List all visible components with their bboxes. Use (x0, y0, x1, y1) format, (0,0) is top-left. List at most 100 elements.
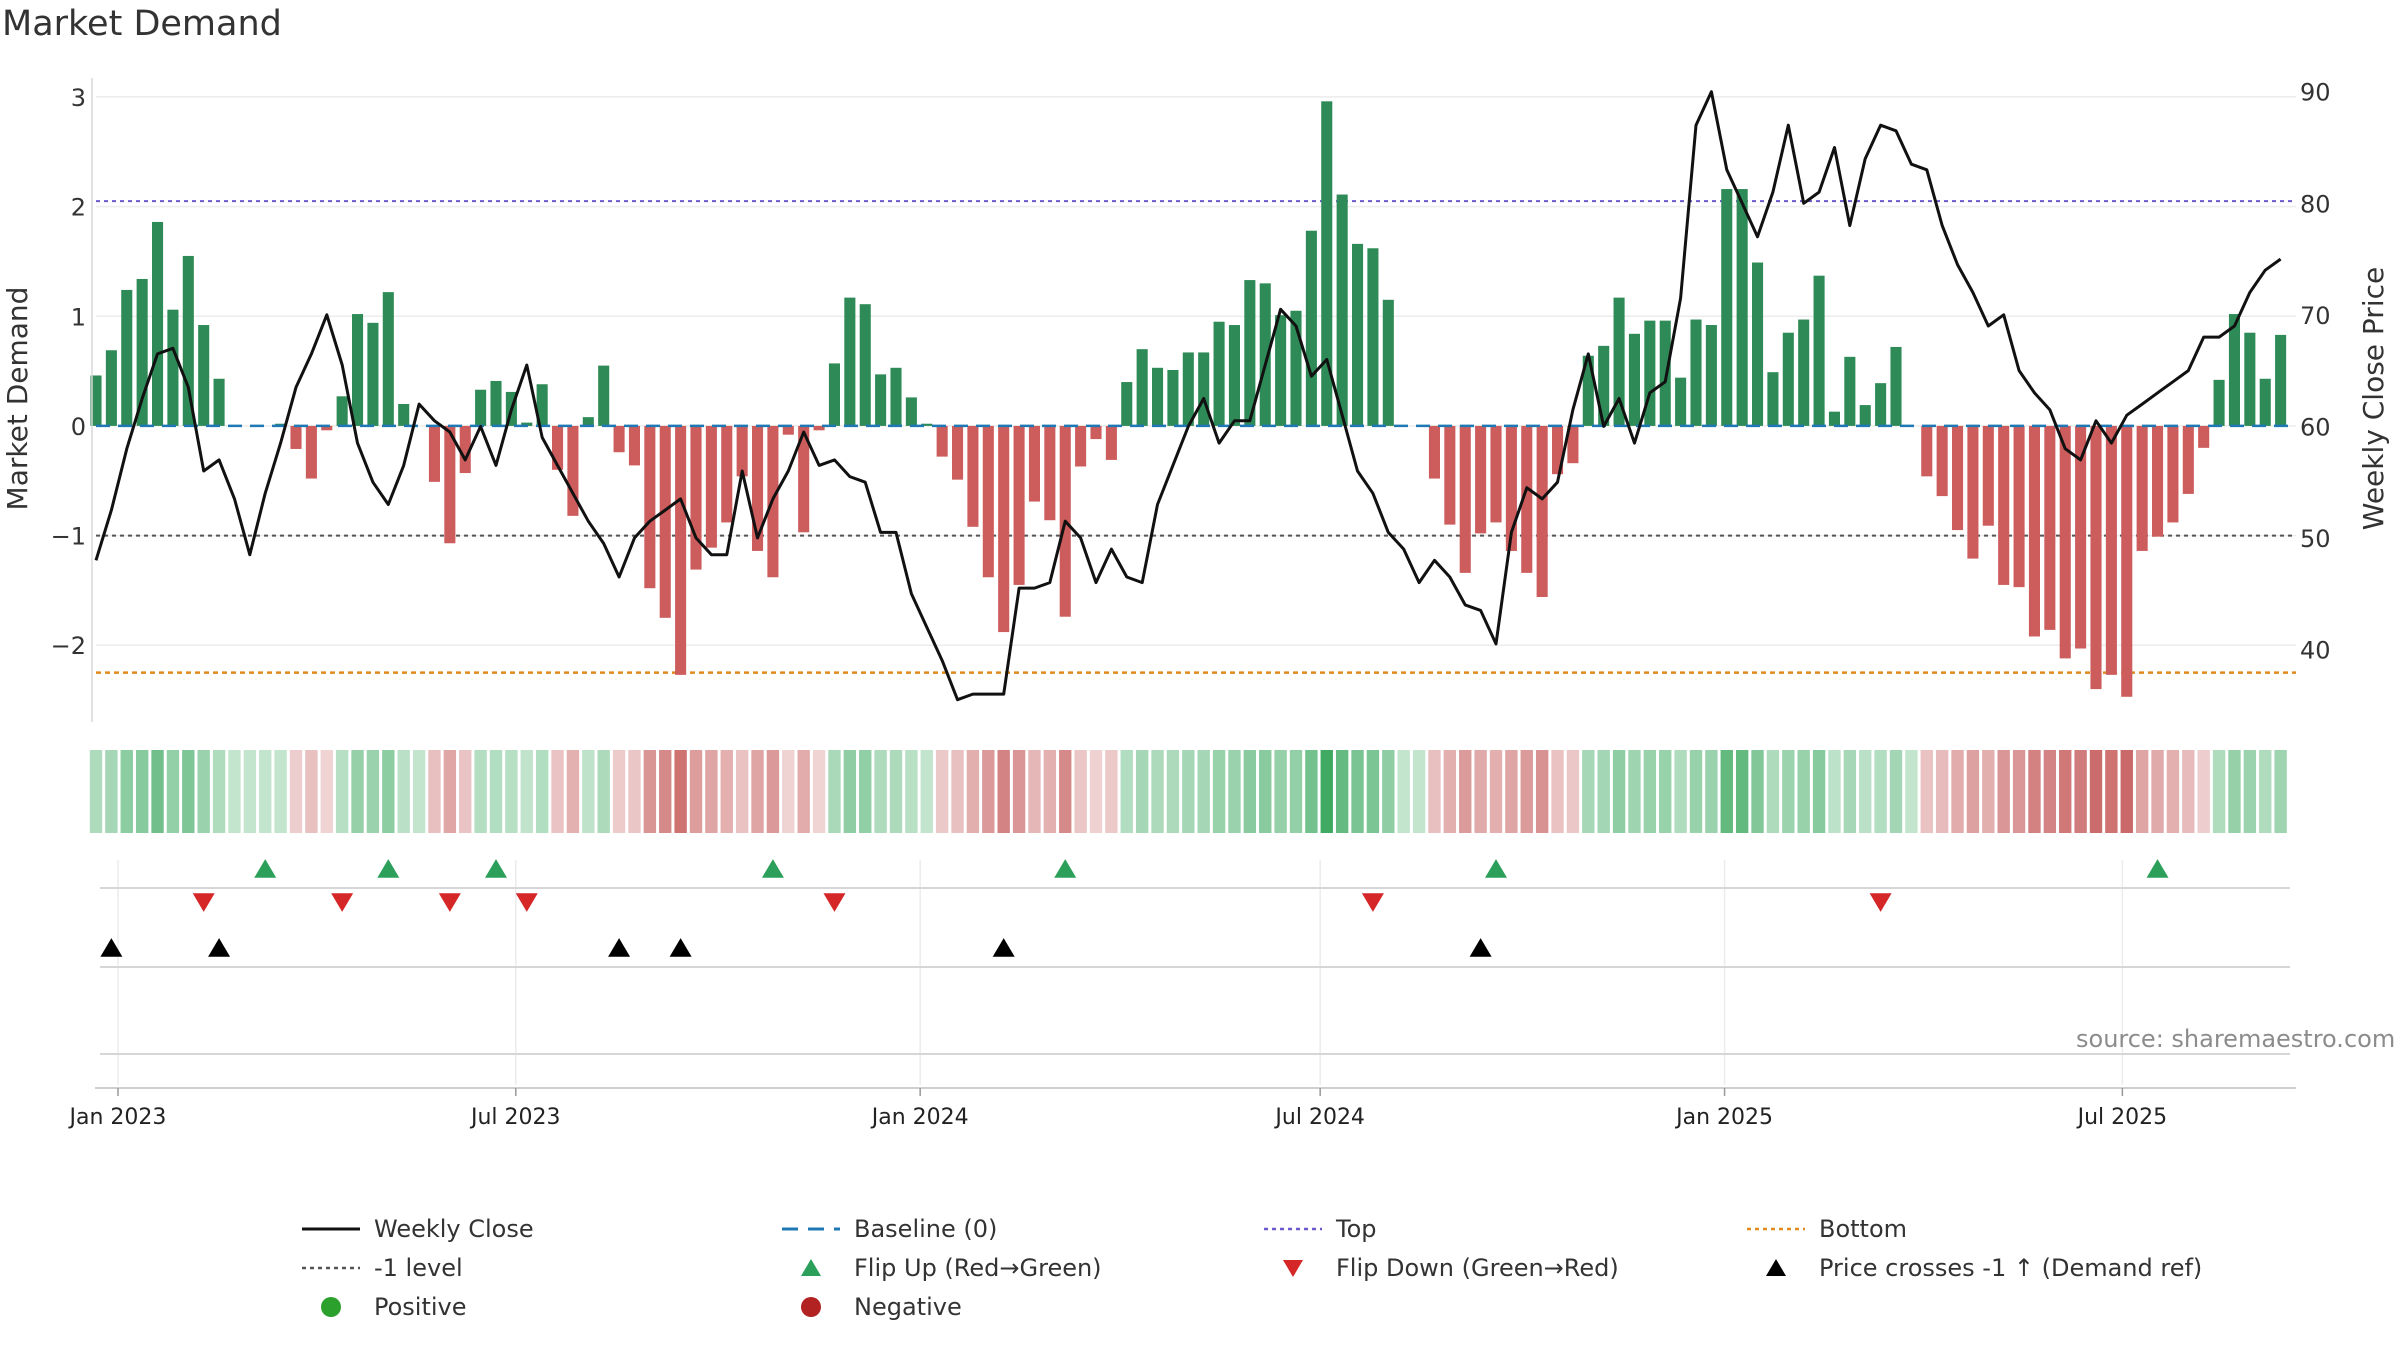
dotted-line-icon (302, 1266, 360, 1270)
positive-bar (1275, 315, 1287, 426)
heat-cell (1212, 750, 1226, 833)
negative-bar (1090, 425, 1102, 440)
y2-tick-label: 80 (2300, 190, 2331, 218)
positive-bar (1798, 319, 1810, 426)
heat-cell (120, 750, 133, 833)
positive-bar (2213, 379, 2225, 426)
positive-bar (2275, 334, 2287, 426)
heat-cell (1551, 750, 1564, 833)
positive-bar (367, 322, 379, 426)
positive-bar (1152, 367, 1164, 426)
heat-cell (705, 750, 718, 833)
heat-cell (505, 750, 518, 833)
legend-item: Bottom (1745, 1210, 1907, 1248)
heat-cell (1566, 750, 1580, 833)
heat-cell (428, 750, 441, 833)
x-tick-label: Jan 2024 (870, 1105, 969, 1130)
heat-strip (89, 750, 2287, 833)
positive-bar (198, 325, 210, 426)
legend-label: Flip Up (Red→Green) (854, 1254, 1102, 1282)
heat-cell (1997, 750, 2010, 833)
heat-cell (920, 750, 933, 833)
price-cross-marker (669, 938, 692, 957)
heat-cell (597, 750, 610, 833)
heat-cell (1782, 750, 1795, 833)
heat-cell (1074, 750, 1087, 833)
circle-icon (801, 1297, 821, 1317)
heat-cell (151, 750, 164, 833)
heat-cell (951, 750, 964, 833)
heat-cell (1520, 750, 1533, 833)
market-demand-chart: 3 2 1 0 −1 −2 90 80 70 60 50 40 Market Demand Weekly … (1, 78, 2390, 1130)
weekly-close-line (94, 90, 2282, 702)
heat-cell (2105, 750, 2118, 833)
x-tick-label: Jul 2024 (1273, 1105, 1365, 1130)
heat-cell (489, 750, 503, 833)
negative-bar (2044, 425, 2056, 630)
heat-cell (1735, 750, 1749, 833)
heat-cell (659, 750, 672, 833)
heat-cell (720, 750, 733, 833)
flip-up-marker (761, 859, 784, 878)
negative-bar (798, 425, 810, 533)
negative-bar (1105, 425, 1117, 460)
event-markers (100, 859, 2169, 957)
positive-bar (1613, 297, 1625, 426)
heat-cell (105, 750, 118, 833)
x-tick-label: Jan 2023 (68, 1105, 167, 1130)
heat-cell (828, 750, 841, 833)
positive-bar (844, 297, 856, 426)
positive-bar (1844, 356, 1856, 426)
positive-bar (828, 363, 840, 426)
positive-bar (1752, 262, 1764, 426)
heat-cell (997, 750, 1010, 833)
heat-cell (1951, 750, 1964, 833)
positive-bar (475, 389, 487, 426)
negative-bar (2152, 425, 2164, 537)
heat-cell (551, 750, 564, 833)
heat-cell (1412, 750, 1426, 833)
heat-cell (1674, 750, 1687, 833)
heat-cell (1720, 750, 1733, 833)
positive-bar (1828, 411, 1840, 426)
legend-item: Top (1262, 1210, 1377, 1248)
heat-cell (2028, 750, 2041, 833)
heat-cell (982, 750, 995, 833)
positive-bar (336, 396, 348, 426)
negative-bar (1013, 425, 1025, 585)
heat-cell (1043, 750, 1057, 833)
positive-bar (90, 375, 102, 426)
heat-cell (1828, 750, 1841, 833)
heat-cell (274, 750, 287, 833)
negative-bar (705, 425, 717, 548)
positive-bar (105, 350, 117, 426)
heat-cell (1689, 750, 1703, 833)
heat-cell (305, 750, 318, 833)
negative-bar (2198, 425, 2210, 448)
heat-cell (1028, 750, 1041, 833)
negative-bar (290, 425, 302, 449)
flip-down-marker (1869, 893, 1892, 912)
flip-down-marker (1361, 893, 1384, 912)
y2-tick-label: 50 (2300, 525, 2331, 553)
price-cross-marker (208, 938, 231, 957)
negative-bar (1521, 425, 1533, 573)
heat-cell (182, 750, 195, 833)
legend-item: Flip Down (Green→Red) (1262, 1249, 1619, 1287)
heat-cell (1382, 750, 1395, 833)
heat-cell (1459, 750, 1472, 833)
positive-bar (536, 384, 548, 426)
triangle-up-icon (1766, 1259, 1786, 1276)
negative-bar (444, 425, 456, 544)
heat-cell (1889, 750, 1903, 833)
heat-cell (2212, 750, 2226, 833)
legend-item: -1 level (300, 1249, 463, 1287)
heat-cell (766, 750, 780, 833)
heat-cell (1643, 750, 1657, 833)
negative-bar (644, 425, 656, 589)
positive-bar (121, 289, 133, 426)
heat-cell (2120, 750, 2133, 833)
y2-tick-label: 90 (2300, 79, 2331, 107)
heat-cell (612, 750, 626, 833)
negative-bar (459, 425, 471, 474)
